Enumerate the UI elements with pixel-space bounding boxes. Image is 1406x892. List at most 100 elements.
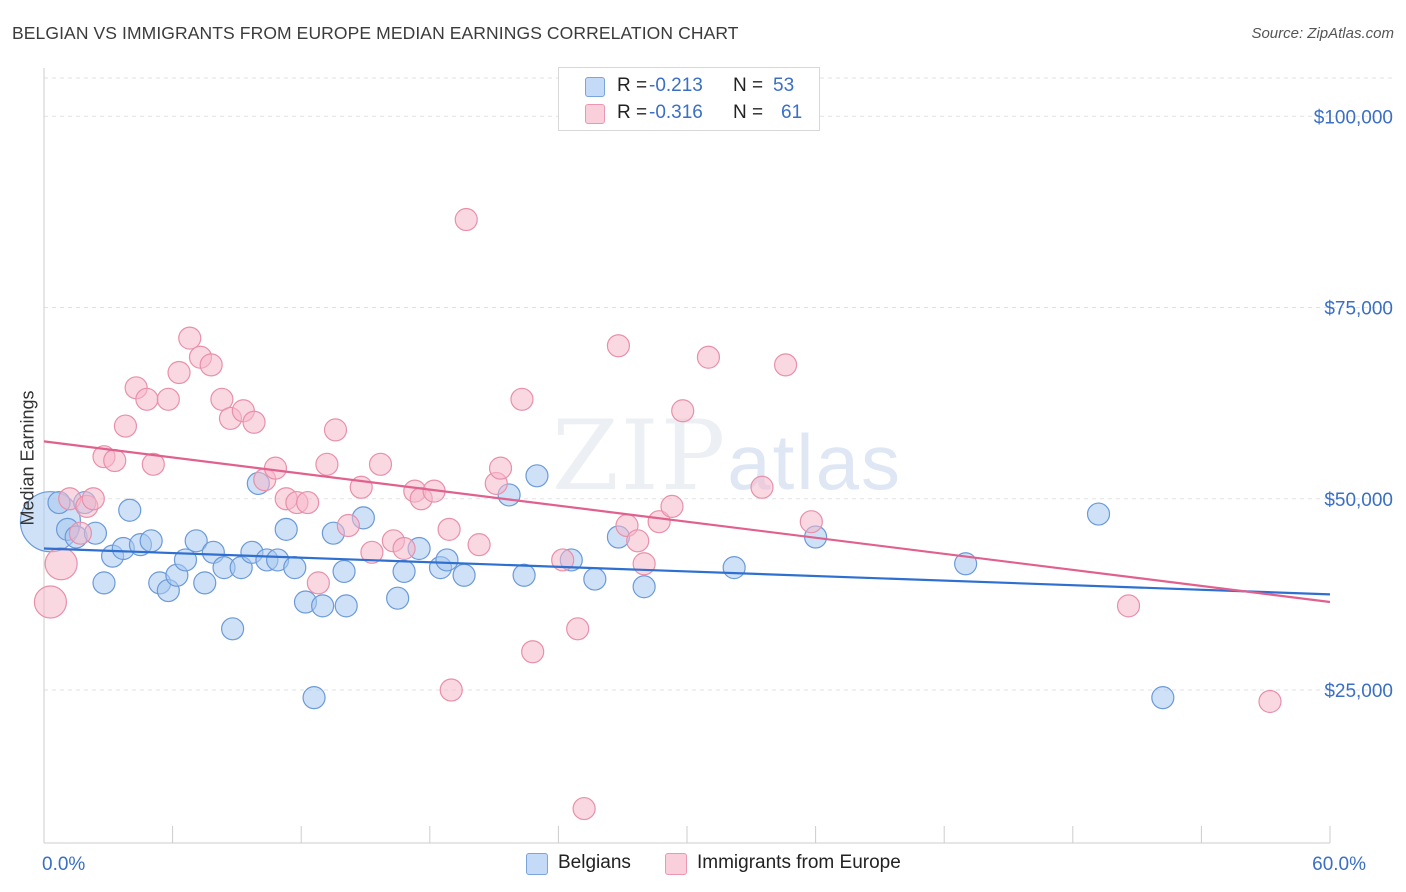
immigrants-point [167, 360, 191, 385]
belgians-point [452, 563, 476, 587]
immigrants-point [296, 490, 320, 515]
immigrants-point [263, 456, 288, 480]
immigrants-point [626, 529, 650, 553]
belgians-point [193, 571, 217, 595]
belgians-point [311, 594, 335, 618]
immigrants-point [647, 510, 671, 534]
source-label: Source: ZipAtlas.com [1251, 25, 1394, 42]
immigrants-point [696, 345, 721, 369]
axes [43, 68, 1331, 844]
legend-n-label: N = [733, 102, 764, 123]
immigrants-point [632, 552, 656, 576]
legend-n-label: N = [733, 75, 764, 96]
immigrants-point [199, 353, 223, 377]
immigrants-point [773, 353, 798, 377]
chart-title: BELGIAN VS IMMIGRANTS FROM EUROPE MEDIAN… [12, 23, 739, 43]
immigrants-point [368, 452, 393, 476]
tick-labels: $25,000 $50,000 $75,000 $100,000 0.0% 60.0% [42, 107, 1393, 875]
immigrants-point [141, 452, 165, 476]
belgians-point [583, 567, 607, 591]
legend-swatch-immigrants [585, 104, 605, 124]
immigrants-point [572, 796, 596, 821]
immigrants-point [156, 387, 180, 411]
immigrants-point [392, 536, 416, 561]
immigrants-point [306, 571, 330, 595]
legend-r-label: R = [617, 102, 648, 123]
immigrants-point [113, 414, 138, 438]
belgians-point [302, 686, 326, 710]
immigrants-point [44, 547, 78, 581]
belgians-point [1151, 686, 1175, 710]
immigrants-point [68, 521, 93, 545]
immigrants-point [521, 640, 545, 664]
belgians-point [221, 617, 245, 641]
trend-lines [43, 440, 1331, 604]
correlation-legend: R = -0.213 N = 53 R = -0.316 N = 61 [558, 67, 820, 131]
data-points [19, 207, 1282, 821]
x-tick-label: 0.0% [42, 854, 85, 875]
bottom-legend-label-immigrants: Immigrants from Europe [697, 852, 901, 873]
belgians-point [512, 563, 536, 587]
immigrants-point [135, 387, 159, 411]
bottom-legend-swatch-belgians [526, 853, 548, 875]
immigrants-point [103, 448, 127, 473]
belgians-point [334, 594, 358, 618]
immigrants-point [1116, 594, 1141, 618]
immigrants-point [606, 334, 631, 358]
belgians-point [435, 548, 459, 572]
belgians-point [392, 559, 416, 584]
immigrants-point [81, 487, 105, 511]
immigrants-point [336, 513, 360, 538]
belgians-point [632, 575, 656, 599]
belgians-point [283, 555, 307, 580]
immigrants-point [437, 517, 461, 541]
grid-lines [44, 77, 1392, 691]
immigrants-point [242, 410, 266, 434]
immigrants-point [315, 452, 339, 476]
belgians-point [332, 559, 356, 584]
zipatlas-watermark: ZIPatlas [552, 400, 902, 512]
immigrants-point [671, 399, 695, 423]
immigrants-point [660, 494, 684, 518]
belgians-point [184, 529, 208, 553]
immigrants-trend-line [43, 440, 1331, 604]
belgians-point [274, 517, 298, 541]
immigrants-point [488, 456, 513, 480]
belgians-point [139, 529, 163, 553]
belgians-point [118, 498, 142, 522]
legend-n-value: 61 [781, 102, 803, 123]
immigrants-point [360, 540, 384, 564]
legend-r-value: -0.213 [649, 75, 703, 96]
x-tick-label: 60.0% [1312, 854, 1366, 875]
immigrants-point [799, 510, 823, 534]
belgians-point [386, 586, 410, 610]
immigrants-point [33, 585, 68, 619]
y-axis-label: Median Earnings [17, 390, 38, 526]
bottom-legend-label-belgians: Belgians [558, 852, 631, 873]
belgians-point [92, 571, 116, 595]
immigrants-point [750, 475, 774, 499]
y-tick-label: $25,000 [1324, 681, 1393, 702]
watermark-zip: ZIP [552, 400, 728, 512]
immigrants-point [510, 387, 534, 411]
immigrants-point [178, 326, 202, 350]
belgians-point [1086, 502, 1111, 526]
immigrants-point [551, 548, 575, 572]
belgians-trend-line [43, 547, 1331, 596]
immigrants-point [454, 207, 478, 232]
immigrants-point [467, 533, 491, 557]
immigrants-point [323, 418, 348, 442]
legend-swatch-belgians [585, 77, 605, 97]
y-tick-label: $100,000 [1314, 107, 1393, 128]
legend-n-value: 53 [773, 75, 795, 96]
legend-r-label: R = [617, 75, 648, 96]
y-tick-label: $50,000 [1324, 490, 1393, 511]
bottom-legend-swatch-immigrants [665, 853, 687, 875]
immigrants-point [1258, 689, 1282, 714]
immigrants-point [439, 678, 463, 702]
immigrants-point [210, 387, 234, 411]
immigrants-point [566, 617, 590, 641]
belgians-point [525, 464, 549, 488]
legend-r-value: -0.316 [649, 102, 703, 123]
